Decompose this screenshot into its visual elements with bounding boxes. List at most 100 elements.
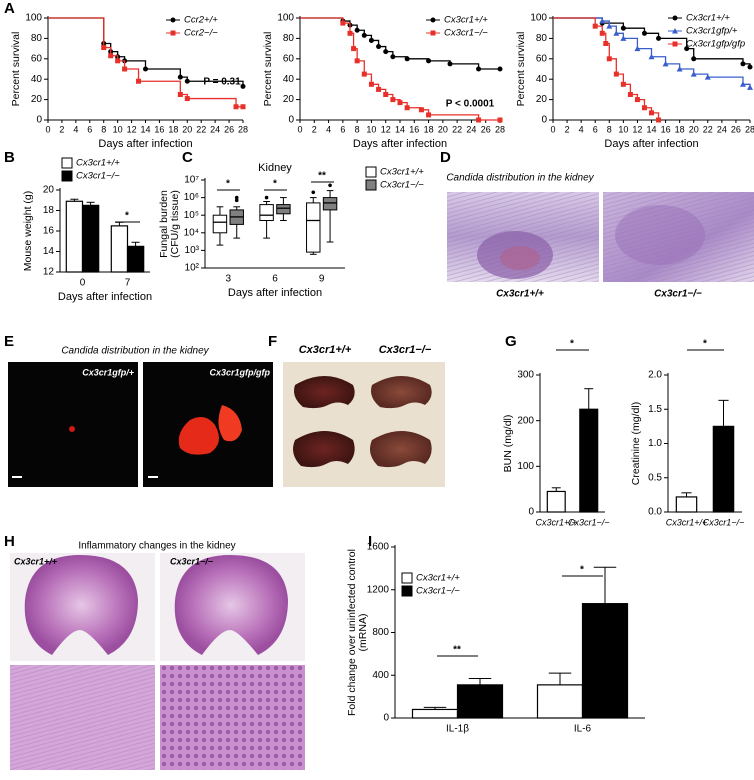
marker <box>108 53 114 59</box>
annotation: * <box>226 179 230 190</box>
panel-letter: D <box>440 149 451 166</box>
x-tick-label: 6 <box>593 124 598 134</box>
y-tick-label: 0.0 <box>648 507 662 518</box>
marker <box>390 54 396 60</box>
box <box>322 197 338 211</box>
marker <box>497 66 503 72</box>
marker <box>627 92 633 97</box>
outlier <box>234 198 239 203</box>
y-tick-label: 100 <box>530 13 547 24</box>
bar <box>456 684 504 719</box>
panel-title: Inflammatory changes in the kidney <box>78 541 235 552</box>
x-tick-label: 22 <box>196 124 206 134</box>
panel-letter: C <box>182 149 193 166</box>
x-tick-label: 28 <box>238 124 248 134</box>
x-tick-label: 0 <box>80 278 86 289</box>
x-tick-label: 0 <box>45 124 50 134</box>
marker <box>641 105 647 111</box>
x-tick-label: 2 <box>565 124 570 134</box>
bar <box>411 708 459 719</box>
marker <box>672 15 678 21</box>
marker <box>184 96 190 102</box>
image-label: Cx3cr1−/− <box>654 289 702 300</box>
x-tick-label: 20 <box>438 124 448 134</box>
marker <box>418 107 424 113</box>
x-tick-label: 20 <box>182 124 192 134</box>
x-tick-label: 16 <box>409 124 419 134</box>
x-tick-label: 22 <box>452 124 462 134</box>
marker <box>592 23 598 29</box>
marker <box>606 56 612 62</box>
bar <box>546 490 566 513</box>
marker <box>430 17 436 23</box>
x-axis-label: Days after infection <box>353 138 447 150</box>
x-axis-label: Days after infection <box>98 138 192 150</box>
annotation: ** <box>318 171 326 182</box>
chart-title: Kidney <box>258 162 292 174</box>
x-tick-label: Cx3cr1−/− <box>703 517 745 527</box>
y-axis-label: Creatinine (mg/dl) <box>630 402 642 485</box>
legend-label: Cx3cr1−/− <box>444 28 488 39</box>
x-tick-label: 12 <box>632 124 642 134</box>
x-tick-label: 10 <box>366 124 376 134</box>
x-axis-label: Days after infection <box>604 138 698 150</box>
legend-label: Ccr2−/− <box>184 28 218 39</box>
legend-swatch <box>61 170 73 182</box>
legend-label: Cx3cr1−/− <box>76 171 120 182</box>
image-label: Cx3cr1gfp/+ <box>82 367 135 377</box>
marker <box>122 66 128 72</box>
y-axis-label: (mRNA) <box>357 614 369 652</box>
x-tick-label: 0 <box>297 124 302 134</box>
marker <box>240 83 246 89</box>
y-tick-label: 0.5 <box>648 472 662 483</box>
bar <box>712 425 735 513</box>
y-axis-label: Percent survival <box>262 32 274 107</box>
y-tick-label: 1.5 <box>648 404 662 415</box>
image-label: Cx3cr1gfp/gfp <box>209 367 270 377</box>
marker <box>397 100 403 106</box>
outlier <box>264 195 269 200</box>
box <box>276 204 291 215</box>
y-tick-label: 40 <box>283 74 295 85</box>
legend-label: Cx3cr1+/+ <box>380 167 424 178</box>
marker <box>497 117 503 123</box>
box <box>306 202 321 253</box>
legend-swatch <box>61 157 73 169</box>
x-tick-label: 6 <box>272 274 278 285</box>
fluorescence-images-e <box>8 362 273 487</box>
image-label: Cx3cr1−/− <box>379 344 432 356</box>
x-tick-label: 28 <box>495 124 505 134</box>
x-tick-label: 12 <box>381 124 391 134</box>
marker <box>606 23 613 29</box>
panel-letter: I <box>368 533 372 550</box>
y-tick-label: 20 <box>536 94 548 105</box>
y-tick-label: 18 <box>43 205 55 216</box>
x-tick-label: 3 <box>226 274 232 285</box>
marker <box>368 81 374 87</box>
y-tick-label: 10⁷ <box>184 175 199 186</box>
x-tick-label: IL-6 <box>574 724 592 735</box>
marker <box>404 105 410 111</box>
x-tick-label: 28 <box>745 124 754 134</box>
y-tick-label: 2.0 <box>648 370 662 381</box>
marker <box>599 30 605 36</box>
marker <box>648 53 655 60</box>
marker <box>662 60 669 67</box>
y-tick-label: 60 <box>283 53 295 64</box>
marker <box>354 58 360 64</box>
marker <box>361 32 367 38</box>
legend-label: Cx3cr1−/− <box>380 180 424 191</box>
x-tick-label: Cx3cr1−/− <box>568 517 610 527</box>
y-axis-label: Fold change over uninfected control <box>346 549 358 716</box>
marker <box>240 104 246 110</box>
marker <box>430 30 436 36</box>
marker <box>684 46 690 52</box>
y-tick-label: 16 <box>43 226 55 237</box>
y-axis-label: BUN (mg/dl) <box>502 415 514 473</box>
y-axis-label: Percent survival <box>10 32 22 107</box>
marker <box>404 56 410 62</box>
y-tick-label: 60 <box>31 53 43 64</box>
y-tick-label: 40 <box>31 74 43 85</box>
x-tick-label: 7 <box>125 278 131 289</box>
marker <box>672 28 678 34</box>
